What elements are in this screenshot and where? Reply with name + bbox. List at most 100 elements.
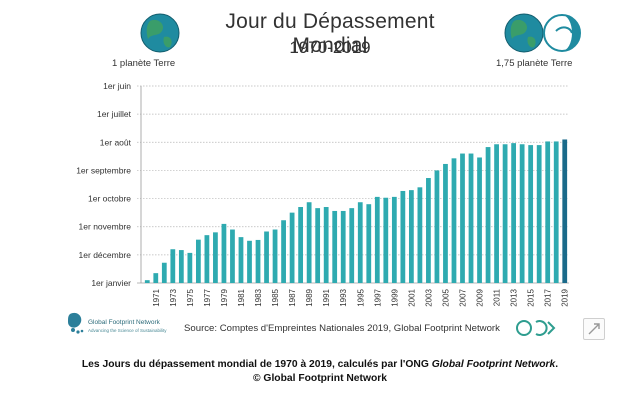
bar-1995 [357,202,363,283]
x-tick-label: 1999 [390,288,399,306]
bar-2014 [519,144,525,283]
x-tick-label: 2007 [459,288,468,306]
bar-2019 [562,139,568,283]
x-tick-label: 1985 [271,288,280,306]
y-tick-label: 1er octobre [88,194,131,204]
caption-copyright: © Global Footprint Network [252,373,387,384]
bar-1992 [332,210,338,283]
x-tick-label: 2011 [493,288,502,306]
figure-caption: Les Jours du dépassement mondial de 1970… [0,358,640,386]
x-tick-label: 1981 [237,288,246,306]
bar-1991 [323,207,329,283]
bar-1973 [170,249,176,283]
bar-2006 [451,158,457,283]
bar-1976 [195,239,201,283]
bar-2011 [494,144,499,283]
x-tick-label: 1997 [373,288,382,306]
x-tick-label: 1983 [254,288,263,306]
x-tick-label: 1979 [220,288,229,306]
bar-1978 [213,232,218,283]
bar-2008 [468,153,474,283]
caption-main: Les Jours du dépassement mondial de 1970… [81,359,432,370]
x-tick-label: 2019 [561,288,570,306]
bar-1994 [349,208,355,283]
x-tick-label: 2003 [424,288,433,306]
x-tick-label: 1971 [152,288,161,306]
caption-line-1: Les Jours du dépassement mondial de 1970… [0,358,640,372]
right-globe-caption: 1,75 planète Terre [496,58,573,69]
bar-2005 [443,163,448,283]
y-tick-label: 1er janvier [91,278,131,288]
y-tick-label: 1er juillet [97,109,132,119]
bar-2017 [545,141,551,283]
x-tick-label: 1995 [356,288,365,306]
logo-name: Global Footprint Network [88,319,160,326]
bar-1998 [383,197,389,283]
bar-1997 [374,196,380,283]
bar-2000 [400,190,406,283]
bar-2018 [553,141,559,283]
x-tick-label: 1993 [339,288,348,306]
bar-2013 [511,143,517,283]
bar-1971 [153,273,159,283]
chart-source-note: Source: Comptes d'Empreintes Nationales … [184,323,500,334]
bar-1985 [272,229,278,283]
x-tick-label: 1989 [305,288,314,306]
x-tick-label: 2005 [441,288,450,306]
x-tick-label: 2001 [407,288,416,306]
bar-2002 [417,187,423,283]
bar-1988 [298,207,304,283]
x-tick-label: 1977 [203,288,212,306]
x-tick-label: 2017 [544,288,553,306]
bar-1974 [178,250,184,283]
bar-2007 [460,153,465,283]
bar-1979 [221,223,227,283]
bar-1984 [264,231,269,283]
chart-title: Jour du Dépassement Mondial [225,10,435,57]
y-tick-label: 1er décembre [79,250,132,260]
left-globe-caption: 1 planète Terre [112,58,176,69]
y-tick-label: 1er novembre [79,222,132,232]
bar-1987 [289,212,295,283]
bar-2016 [536,145,542,283]
y-tick-label: 1er août [100,137,132,147]
bar-1986 [281,220,286,283]
bar-2010 [485,147,491,283]
x-tick-label: 1973 [169,288,178,306]
bar-1990 [315,208,321,283]
logo-tagline: Advancing the Science of Sustainability [88,328,167,333]
expand-icon [588,323,600,335]
bar-1977 [204,235,210,283]
bar-2004 [434,170,440,283]
bar-2003 [426,178,431,283]
caption-org: Global Footprint Network [431,359,556,370]
y-tick-label: 1er septembre [76,165,131,175]
expand-button[interactable] [583,318,605,340]
x-tick-label: 2015 [527,288,536,306]
bar-1996 [366,204,372,283]
bar-1983 [255,239,261,283]
logo-wordmark: Global Footprint Network Advancing the S… [88,319,167,335]
bar-2001 [408,190,414,283]
bar-1982 [247,240,252,283]
chart-subtitle: 1970-2019 [289,38,371,57]
x-tick-label: 2009 [476,288,485,306]
x-tick-label: 1975 [186,288,195,306]
bar-1989 [306,202,312,283]
bar-1970 [144,280,150,283]
bar-1993 [340,210,346,283]
x-tick-label: 1987 [288,288,297,306]
bar-2009 [477,157,482,283]
x-tick-label: 2013 [510,288,519,306]
bar-2015 [528,145,534,283]
caption-end: . [555,359,559,370]
x-tick-label: 1991 [322,288,331,306]
bar-2012 [502,144,508,283]
bar-1980 [230,229,235,283]
bar-1999 [391,196,397,283]
y-tick-label: 1er juin [103,81,131,91]
bar-1975 [187,252,193,283]
bar-1981 [238,237,244,283]
bar-1972 [161,262,167,283]
